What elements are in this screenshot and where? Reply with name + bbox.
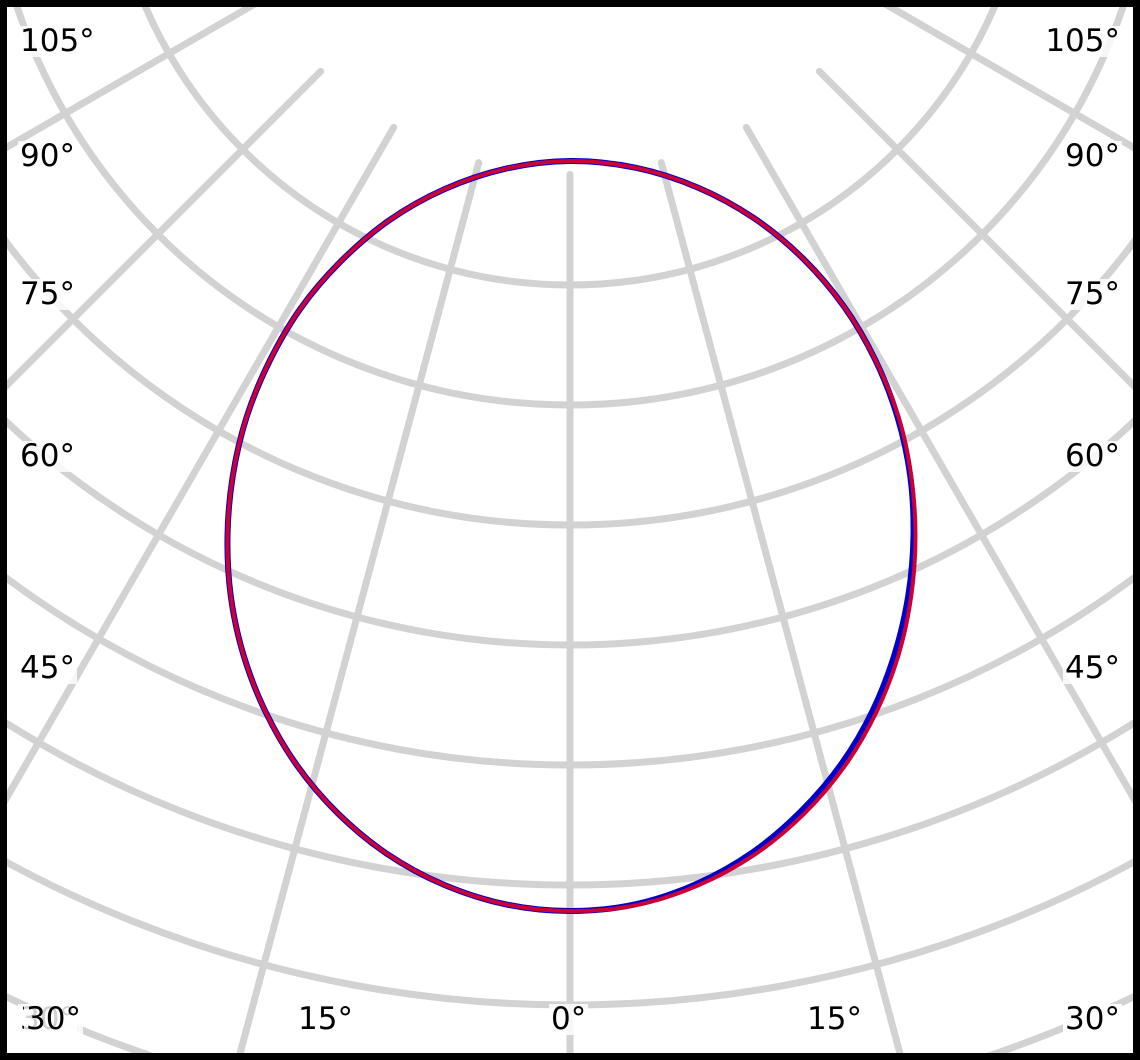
grid-spoke [7,123,398,805]
angle-label-left-90: 90° [18,138,77,174]
angle-label-bottom-15-left: 15° [296,1001,355,1037]
angle-label-left-45: 45° [18,650,77,686]
grid-spoke [7,67,325,390]
grid-spoke [742,123,1133,805]
angle-label-right-75: 75° [1063,276,1122,312]
grid-spoke [883,7,1133,152]
angle-label-right-45: 45° [1063,650,1122,686]
series-curve-c90-c270 [225,158,918,914]
grid-spoke [236,159,483,1053]
angle-label-bottom-30-left: 30° [24,1001,83,1037]
angle-label-right-105: 105° [1043,23,1122,59]
angle-label-right-90: 90° [1063,138,1122,174]
angle-label-right-60: 60° [1063,438,1122,474]
grid-spoke [657,159,904,1053]
polar-series-layer [224,157,918,914]
angle-label-bottom-0: 0° [549,1001,589,1037]
angle-label-bottom-30-right: 30° [1063,1001,1122,1037]
angle-label-bottom-15-right: 15° [805,1001,864,1037]
grid-spoke [7,7,257,152]
angle-label-left-75: 75° [18,276,77,312]
grid-spoke [815,67,1133,390]
angle-label-left-60: 60° [18,438,77,474]
angle-label-left-105: 105° [18,23,97,59]
